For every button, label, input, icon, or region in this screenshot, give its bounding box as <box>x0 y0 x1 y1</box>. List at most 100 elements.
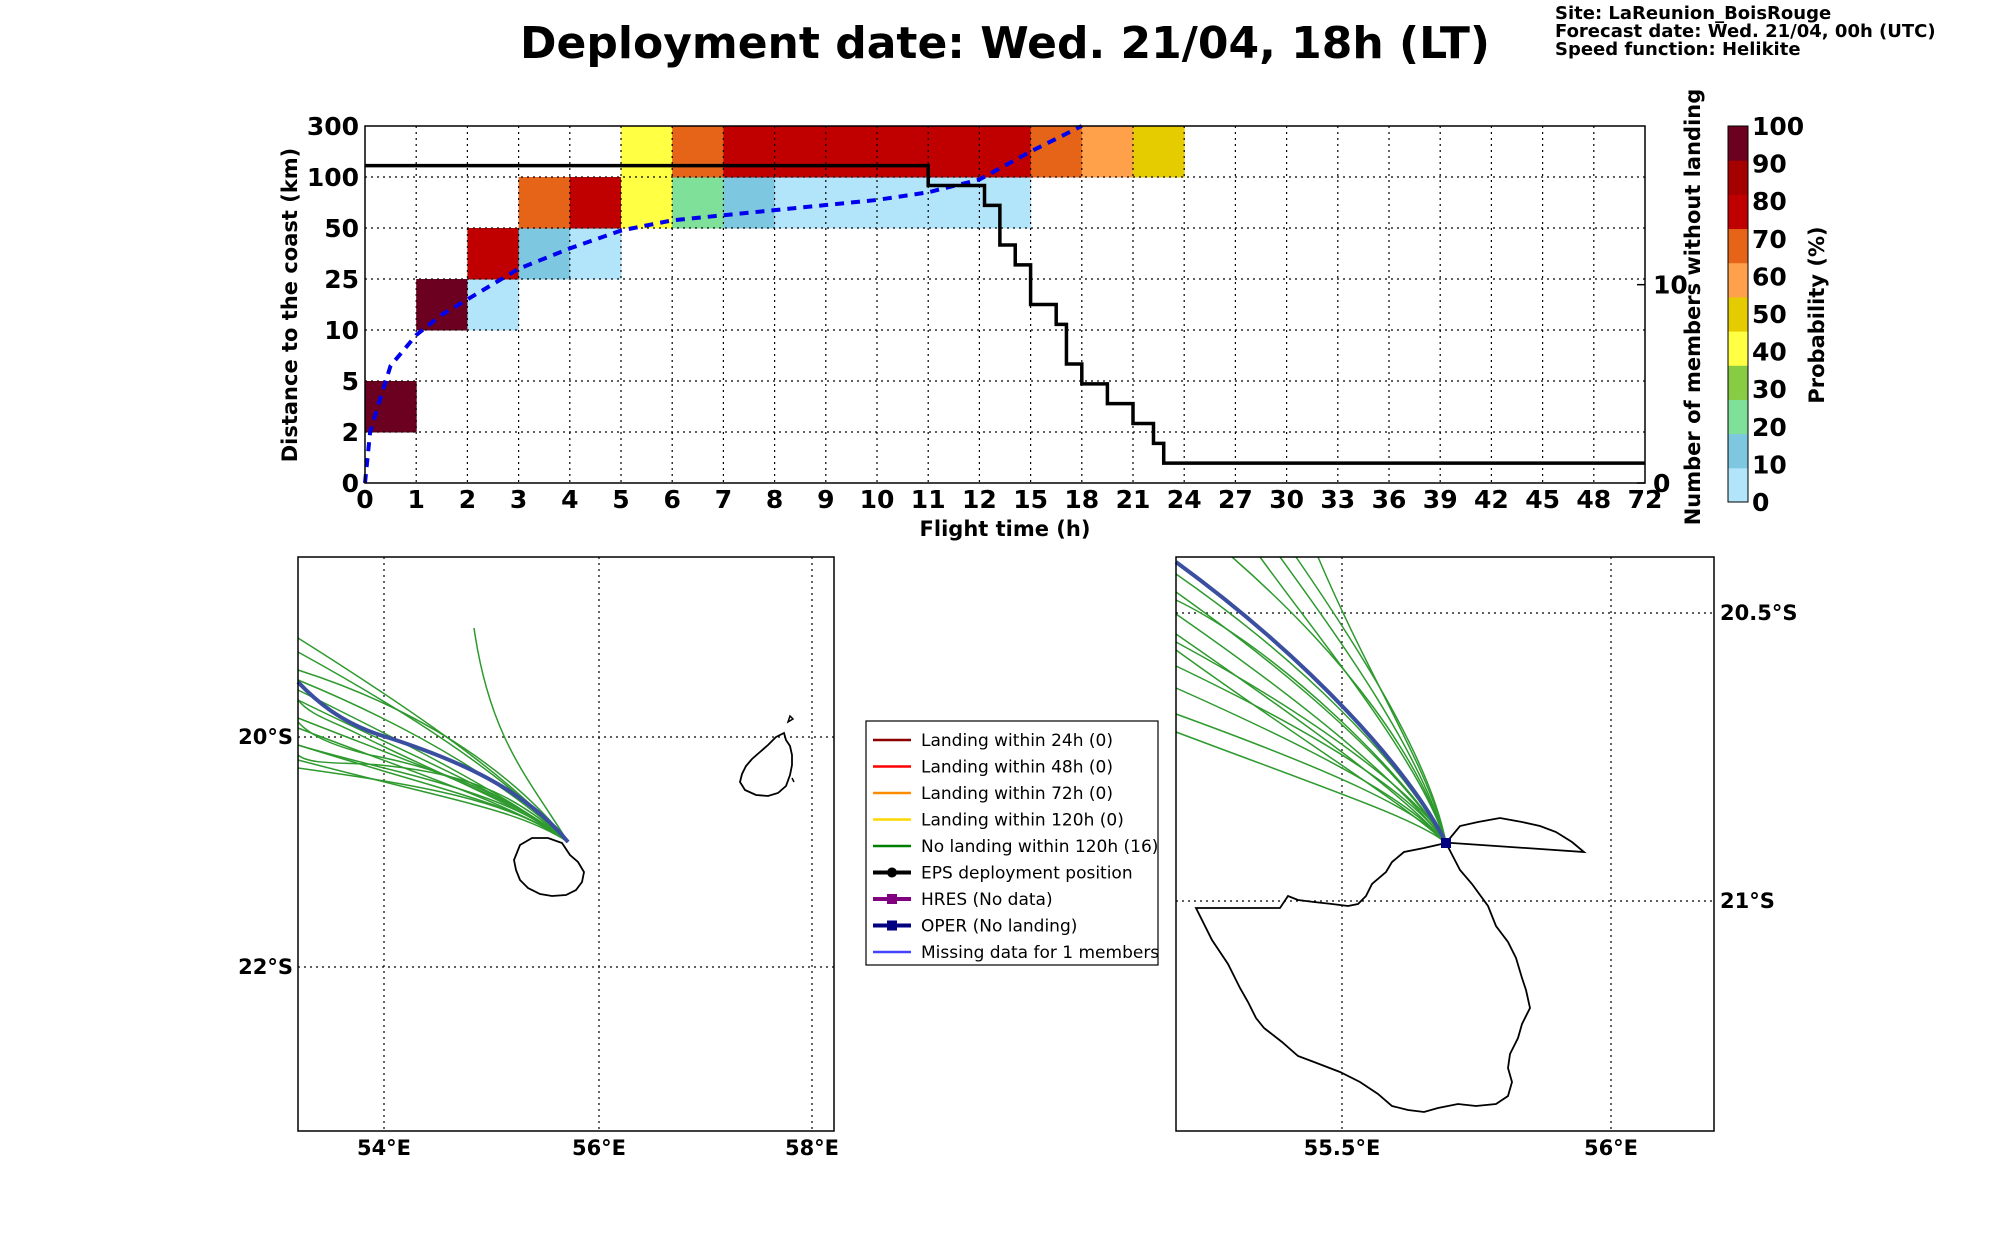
longitude-label: 54°E <box>357 1136 411 1160</box>
mauritius-island-outline <box>739 731 793 797</box>
oper-deployment-marker <box>1441 838 1451 848</box>
longitude-label: 55.5°E <box>1304 1136 1381 1160</box>
y-tick-label: 50 <box>324 214 359 243</box>
regional-trajectory-map: 54°E 56°E 58°E 20°S 22°S <box>238 556 839 1160</box>
heatmap-cell <box>467 279 520 331</box>
plot-frame <box>364 125 1646 484</box>
legend-marker <box>887 894 897 904</box>
members-without-landing-line <box>365 163 1645 465</box>
zoomed-trajectory-map: 55.5°E 56°E 20.5°S 21°S <box>1174 556 1797 1160</box>
heatmap-cell <box>1133 126 1185 178</box>
x-tick-label: 11 <box>911 485 946 514</box>
x-tick-label: 10 <box>860 485 895 514</box>
probability-colorbar: 0 10 20 30 40 50 60 70 80 90 100 Probability (%) <box>1727 112 1829 517</box>
colorbar-tick-label: 50 <box>1752 300 1787 329</box>
left-map-longitude-labels: 54°E 56°E 58°E <box>357 1136 839 1160</box>
heatmap-cell <box>723 177 776 229</box>
latitude-label: 21°S <box>1720 889 1775 913</box>
legend-item: Landing within 48h (0) <box>873 758 1113 778</box>
x-tick-label: 33 <box>1320 485 1355 514</box>
right-map-latitude-labels: 20.5°S 21°S <box>1720 601 1797 913</box>
x-tick-label: 5 <box>612 485 629 514</box>
longitude-label: 56°E <box>572 1136 626 1160</box>
colorbar-segment <box>1728 126 1748 161</box>
x-tick-label: 39 <box>1423 485 1458 514</box>
ensemble-trajectories-zoomed <box>1175 556 1447 844</box>
colorbar-tick-label: 0 <box>1752 488 1769 517</box>
y-tick-label: 5 <box>342 367 359 396</box>
x-tick-label: 12 <box>962 485 997 514</box>
legend-item: No landing within 120h (16) <box>873 837 1158 857</box>
longitude-label: 58°E <box>785 1136 839 1160</box>
heatmap-cell <box>774 177 827 229</box>
x-tick-label: 8 <box>766 485 783 514</box>
colorbar-segment <box>1728 160 1748 195</box>
colorbar-tick-label: 90 <box>1752 150 1787 179</box>
legend-label: No landing within 120h (16) <box>921 837 1158 857</box>
x-tick-label: 27 <box>1218 485 1253 514</box>
heatmap-cell <box>518 177 571 229</box>
colorbar-tick-label: 20 <box>1752 413 1787 442</box>
legend-frame <box>865 720 1159 966</box>
legend-item: EPS deployment position <box>873 864 1133 884</box>
heatmap-cell <box>1030 126 1083 178</box>
reunion-island-zoomed-outline <box>1194 817 1587 1113</box>
x-tick-label: 9 <box>817 485 834 514</box>
colorbar-tick-label: 40 <box>1752 338 1787 367</box>
legend-item: Landing within 120h (0) <box>873 811 1124 831</box>
latitude-label: 22°S <box>238 955 293 979</box>
heatmap-cell <box>621 126 673 178</box>
x-tick-label: 30 <box>1269 485 1304 514</box>
colorbar-tick-label: 100 <box>1752 112 1804 141</box>
legend-label: Landing within 24h (0) <box>921 731 1113 751</box>
legend-label: OPER (No landing) <box>921 917 1077 937</box>
x-tick-label: 24 <box>1167 485 1202 514</box>
colorbar-segment <box>1728 262 1748 298</box>
right-tick-labels: 0 10 <box>1637 271 1688 498</box>
legend-label: EPS deployment position <box>921 864 1133 884</box>
y-tick-label: 100 <box>307 163 359 192</box>
y-tick-label: 2 <box>342 418 359 447</box>
trajectory-legend: Landing within 24h (0) Landing within 48h… <box>865 720 1159 966</box>
heatmap-cell <box>672 126 724 178</box>
heatmap-cell <box>467 228 520 280</box>
colorbar-tick-label: 80 <box>1752 187 1787 216</box>
right-axis-label: Number of members without landing <box>1681 89 1705 526</box>
x-tick-label: 48 <box>1576 485 1611 514</box>
site-label: Site: LaReunion_BoisRouge <box>1555 3 1831 24</box>
colorbar-frame <box>1727 125 1749 503</box>
x-tick-label: 21 <box>1116 485 1151 514</box>
colorbar-segment <box>1728 296 1748 332</box>
legend-label: Landing within 72h (0) <box>921 784 1113 804</box>
heatmap-cell <box>1081 126 1134 178</box>
legend-item: Landing within 24h (0) <box>873 731 1113 751</box>
heatmap-cell <box>877 177 929 229</box>
latitude-label: 20°S <box>238 725 293 749</box>
x-tick-label: 6 <box>663 485 680 514</box>
latitude-label: 20.5°S <box>1720 601 1797 625</box>
colorbar-tick-label: 10 <box>1752 450 1787 479</box>
x-tick-label: 45 <box>1525 485 1560 514</box>
colorbar-tick-label: 60 <box>1752 262 1787 291</box>
y-tick-label: 10 <box>324 316 359 345</box>
heatmap-cell <box>365 381 417 433</box>
x-tick-label: 7 <box>715 485 732 514</box>
x-tick-label: 3 <box>510 485 527 514</box>
legend-label: HRES (No data) <box>921 890 1053 910</box>
oper-trajectory <box>296 680 570 844</box>
x-tick-label: 42 <box>1474 485 1509 514</box>
x-tick-label: 1 <box>407 485 424 514</box>
colorbar-segment <box>1728 399 1748 435</box>
legend-label: Missing data for 1 members <box>921 943 1159 963</box>
right-tick-label: 10 <box>1653 271 1688 300</box>
heatmap-cell <box>569 228 622 280</box>
legend-marker <box>887 867 897 878</box>
oper-trajectory-zoomed <box>1174 560 1448 844</box>
chart-title: Deployment date: Wed. 21/04, 18h (LT) <box>520 18 1490 69</box>
heatmap-cell <box>877 126 929 178</box>
distance-heatmap-chart: 0 1 2 3 4 5 6 7 8 9 10 11 12 15 18 21 24 27 30 33 36 39 42 45 48… <box>278 89 1705 541</box>
heatmap-cell <box>518 228 571 280</box>
left-map-latitude-labels: 20°S 22°S <box>238 725 293 979</box>
heatmap-cell <box>928 126 980 178</box>
